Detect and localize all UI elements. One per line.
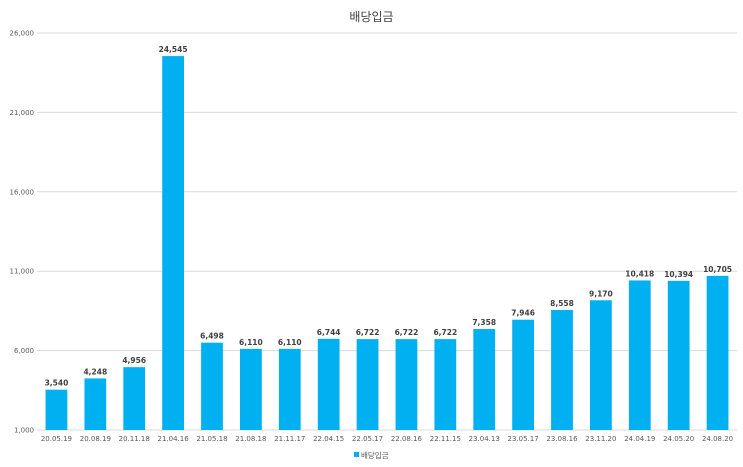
bar	[473, 329, 496, 430]
x-tick-label: 20.05.19	[41, 435, 72, 443]
data-labels: 3,540 4,248 4,956 24,545 6,498 6,110 6,110 6,74…	[45, 45, 732, 388]
y-tick-label: 1,000	[14, 427, 34, 435]
data-label: 6,498	[200, 332, 224, 341]
data-label: 24,545	[159, 45, 188, 54]
bar	[590, 300, 612, 430]
data-label: 7,358	[472, 318, 496, 327]
x-tick-label: 24.04.19	[624, 435, 655, 443]
x-tick-label: 22.11.15	[430, 435, 461, 443]
x-tick-label: 20.08.19	[80, 435, 111, 443]
gridlines	[37, 32, 737, 431]
x-tick-label: 21.05.18	[196, 435, 227, 443]
x-tick-label: 23.05.17	[508, 435, 539, 443]
y-tick-label: 16,000	[10, 188, 35, 196]
bar	[667, 280, 690, 430]
bar	[84, 378, 107, 430]
y-axis-ticks: 1,000 6,000 11,000 16,000 21,000 26,000	[10, 30, 35, 435]
data-label: 6,110	[239, 338, 263, 347]
bar	[123, 367, 146, 430]
bar	[201, 342, 223, 430]
y-tick-label: 26,000	[10, 30, 35, 38]
x-tick-label: 22.08.16	[391, 435, 423, 443]
x-tick-label: 23.04.13	[469, 435, 500, 443]
bar	[356, 339, 379, 430]
data-label: 6,722	[356, 328, 380, 337]
data-label: 10,418	[625, 269, 654, 278]
x-tick-label: 22.05.17	[352, 435, 383, 443]
y-tick-label: 6,000	[14, 347, 34, 355]
bar	[45, 389, 68, 430]
data-label: 8,558	[550, 299, 574, 308]
legend-label: 배당입금	[361, 450, 389, 460]
legend-swatch	[354, 452, 359, 457]
bar	[706, 275, 729, 430]
x-tick-label: 21.11.17	[274, 435, 305, 443]
x-tick-label: 24.05.20	[663, 435, 694, 443]
bar	[434, 339, 457, 430]
legend: 배당입금	[354, 450, 389, 460]
x-tick-label: 20.11.18	[119, 435, 150, 443]
data-label: 6,722	[395, 328, 419, 337]
data-label: 3,540	[45, 379, 69, 388]
chart-title: 배당입금	[349, 10, 393, 24]
data-label: 9,170	[589, 289, 613, 298]
bar	[395, 339, 418, 430]
x-tick-label: 21.04.16	[158, 435, 190, 443]
bar	[240, 348, 262, 430]
data-label: 4,248	[83, 367, 107, 376]
data-label: 6,110	[278, 338, 302, 347]
y-tick-label: 11,000	[10, 268, 35, 276]
data-label: 4,956	[122, 356, 146, 365]
x-axis-ticks: 20.05.19 20.08.19 20.11.18 21.04.16 21.05.18…	[41, 435, 733, 443]
y-tick-label: 21,000	[10, 109, 35, 117]
x-tick-label: 23.11.20	[585, 435, 616, 443]
data-label: 10,705	[703, 265, 732, 274]
bars	[45, 56, 729, 430]
x-tick-label: 21.08.18	[235, 435, 266, 443]
data-label: 6,722	[433, 328, 457, 337]
x-tick-label: 23.08.16	[546, 435, 578, 443]
bar	[628, 280, 651, 430]
x-tick-label: 22.04.15	[313, 435, 344, 443]
bar	[317, 338, 340, 430]
data-label: 6,744	[317, 328, 341, 337]
bar	[551, 309, 573, 430]
bar	[162, 56, 184, 430]
data-label: 7,946	[511, 309, 535, 318]
bar	[278, 348, 301, 430]
data-label: 10,394	[664, 270, 693, 279]
bar	[512, 319, 534, 430]
x-tick-label: 24.08.20	[702, 435, 733, 443]
